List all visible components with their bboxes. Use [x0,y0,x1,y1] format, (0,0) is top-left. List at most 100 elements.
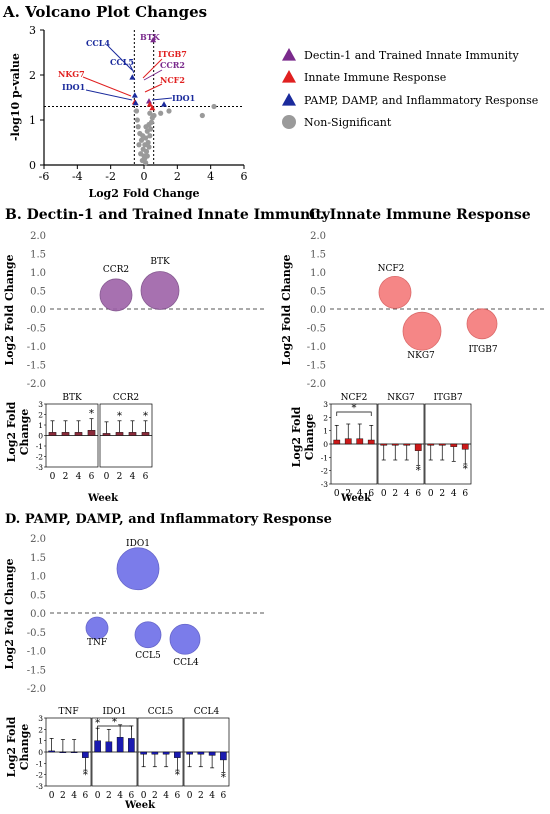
significance-star: * [83,770,88,781]
label-ido1-left: IDO1 [62,82,85,92]
bar-y-tick-label: -3 [36,463,44,472]
week-tick-label: 6 [175,791,181,801]
bubble-y-tick-label: -0.5 [27,324,46,335]
bar [128,738,135,753]
bubble-y-tick-label: -0.5 [27,628,46,639]
week-tick-label: 0 [95,791,101,801]
bubble-y-tick-label: -1.0 [27,342,46,353]
bubble-y-tick-label: -2.0 [307,379,326,390]
legend-label-2: PAMP, DAMP, and Inflammatory Response [304,94,538,107]
panel-d-title: D. PAMP, DAMP, and Inflammatory Response [5,512,332,527]
label-itgb7: ITGB7 [158,49,187,59]
bubble-label-itgb7: ITGB7 [468,345,497,355]
volcano-x-tick-label: 0 [141,170,148,183]
bar-y-tick-label: 0 [38,432,43,441]
bar [87,430,96,436]
week-tick-label: 6 [83,791,89,801]
volcano-point-nonsig [148,126,154,132]
volcano-x-tick-label: -2 [105,170,116,183]
bubble-y-tick-label: 2.0 [30,231,46,242]
bubble-label-nkg7: NKG7 [407,351,435,361]
bubble-ccl5 [134,621,162,649]
bubble-y-tick-label: 0.0 [310,305,326,316]
panel-b-bar-ylabel-1: Log2 Fold [5,401,18,462]
bar [186,751,193,755]
legend-label-0: Dectin-1 and Trained Innate Immunity [304,49,520,62]
bar-y-tick-label: -1 [36,442,43,451]
bar [162,751,170,755]
week-tick-label: 6 [89,472,95,482]
week-tick-label: 2 [439,489,445,499]
bar-y-tick-label: -2 [36,771,44,780]
panel-c-bar-ylabel-2: Change [303,414,316,461]
volcano-y-tick-label: 1 [29,114,36,127]
week-tick-label: 6 [129,791,135,801]
bar-y-tick-label: -1 [321,453,328,462]
bar-panel-title-ccl4: CCL4 [194,707,220,717]
bubble-y-tick-label: 2.0 [310,231,326,242]
panel-b-title: B. Dectin-1 and Trained Innate Immunity [5,207,331,223]
week-tick-label: 4 [71,791,77,801]
bar-y-tick-label: -3 [321,480,329,489]
bar [220,751,227,761]
week-tick-label: 4 [209,791,215,801]
bar [140,751,147,755]
significance-star: * [112,717,117,728]
bar-panel-title-ido1: IDO1 [103,707,127,717]
week-tick-label: 6 [143,472,149,482]
bar [48,432,57,436]
significance-star: * [89,409,94,420]
bar-panel-title-nkg7: NKG7 [387,393,415,403]
significance-star: * [352,403,357,414]
label-leader-lines [82,45,173,101]
bar-panel-title-ccl5: CCL5 [148,707,174,717]
legend-label-3: Non-Significant [304,116,392,129]
week-tick-label: 2 [392,489,398,499]
label-ccl4: CCL4 [86,38,110,48]
panel-c-bar-ylabel-1: Log2 Fold [290,406,303,467]
volcano-point-nonsig [147,133,153,139]
volcano-point-ccl5 [131,92,138,98]
bubble-ncf2 [378,275,412,309]
panel-c-title: C. Innate Immune Response [309,207,531,223]
bar-y-tick-label: 2 [323,413,328,422]
bar-y-tick-label: 2 [38,411,43,420]
volcano-legend [282,48,296,129]
bar [105,741,113,753]
bar [450,443,458,447]
bar-panel-title-ccr2: CCR2 [113,393,139,403]
week-tick-label: 6 [221,791,227,801]
legend-marker-circle [282,115,296,129]
bubble-y-tick-label: 0.5 [310,287,326,298]
label-btk: BTK [140,32,161,42]
week-tick-label: 4 [404,489,410,499]
bubble-y-tick-label: 0.5 [30,590,46,601]
volcano-point-nonsig [141,153,147,159]
bar-y-tick-label: 3 [38,400,43,409]
volcano-point-itgb7 [149,104,156,111]
bubble-y-tick-label: 1.0 [30,572,46,583]
week-tick-label: 2 [198,791,204,801]
volcano-point-btk [150,36,157,43]
bubble-y-tick-label: 0.0 [30,305,46,316]
volcano-point-ncf2 [146,101,153,107]
bar [151,751,159,755]
panel-d-ylabel: Log2 Fold Change [3,558,16,669]
volcano-point-nonsig [147,110,153,116]
volcano-point-nonsig [151,112,157,119]
volcano-point-nonsig [146,144,152,150]
panel-d-bar-ylabel-1: Log2 Fold [5,716,18,777]
volcano-point-nonsig [166,108,172,114]
bar-y-tick-label: -3 [36,782,44,791]
week-tick-label: 6 [462,489,468,499]
significance-star: * [95,718,100,729]
panel-b-ylabel: Log2 Fold Change [3,254,16,365]
bar [461,443,469,450]
week-tick-label: 2 [106,791,112,801]
bubble-y-tick-label: -1.0 [27,647,46,658]
bubble-ccl4 [169,623,201,655]
bar-y-tick-label: -2 [36,453,44,462]
bubble-y-tick-label: 1.5 [30,250,46,261]
